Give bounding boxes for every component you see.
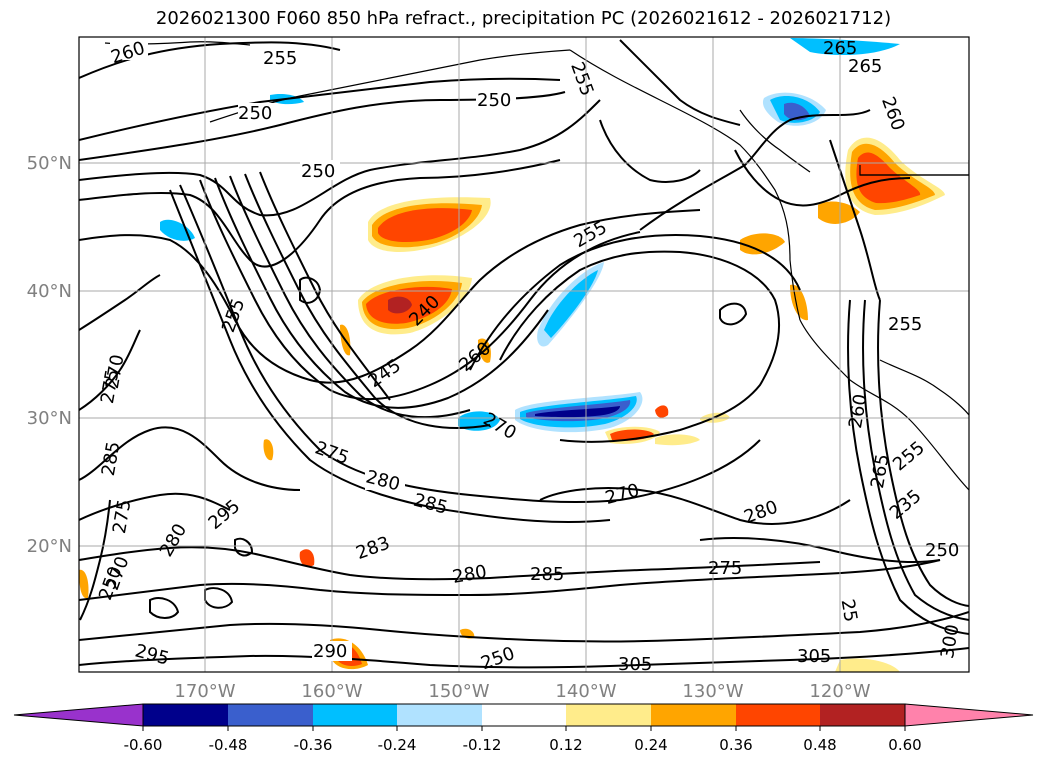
lat-label-40n: 40°N [27, 281, 72, 302]
colorbar-segment [736, 704, 820, 726]
lat-label-30n: 30°N [27, 408, 72, 429]
coastlines [104, 41, 969, 491]
latitude-labels: 50°N 40°N 30°N 20°N [27, 153, 72, 557]
lat-label-50n: 50°N [27, 153, 72, 174]
lon-label-130w: 130°W [682, 681, 743, 702]
contour-label: 265 [848, 56, 882, 77]
colorbar-extend-high [904, 703, 1034, 727]
lon-label-140w: 140°W [555, 681, 616, 702]
contour-label: 305 [797, 646, 831, 667]
contour-label: 265 [823, 38, 857, 59]
colorbar-label: 0.24 [634, 736, 667, 754]
colorbar: -0.60 -0.48 -0.36 -0.24 -0.12 0.12 0.24 … [13, 703, 1034, 754]
colorbar-label: 0.60 [888, 736, 921, 754]
colorbar-segment [397, 704, 482, 726]
lon-label-160w: 160°W [301, 681, 362, 702]
map-title: 2026021300 F060 850 hPa refract., precip… [155, 8, 892, 29]
colorbar-label: -0.48 [209, 736, 248, 754]
contour-label: 255 [263, 48, 297, 69]
colorbar-label: -0.24 [378, 736, 417, 754]
colorbar-segment [651, 704, 736, 726]
colorbar-segment [482, 704, 566, 726]
contour-label: 250 [925, 540, 959, 561]
colorbar-extend-low [13, 703, 144, 727]
map-frame [78, 36, 970, 673]
longitude-labels: 170°W 160°W 150°W 140°W 130°W 120°W [174, 681, 870, 702]
refractivity-contours [79, 39, 969, 669]
contour-label: 275 [708, 558, 742, 579]
graticule [79, 37, 969, 672]
colorbar-label: -0.12 [463, 736, 502, 754]
colorbar-segment [566, 704, 651, 726]
colorbar-label: 0.48 [803, 736, 836, 754]
contour-label: 285 [530, 564, 564, 585]
colorbar-label: 0.36 [719, 736, 752, 754]
map-background [79, 37, 969, 672]
contour-label: 290 [313, 641, 347, 662]
colorbar-segment [313, 704, 397, 726]
contour-label: 250 [477, 90, 511, 111]
lon-label-170w: 170°W [174, 681, 235, 702]
lon-label-150w: 150°W [428, 681, 489, 702]
contour-label: 250 [301, 161, 335, 182]
lat-label-20n: 20°N [27, 536, 72, 557]
precipitation-shading [79, 38, 945, 672]
colorbar-segment [143, 704, 228, 726]
contour-label: 305 [618, 654, 652, 675]
contour-label: 255 [888, 314, 922, 335]
colorbar-label: 0.12 [549, 736, 582, 754]
contour-label: 25 [837, 597, 862, 623]
lon-label-120w: 120°W [809, 681, 870, 702]
colorbar-segment [820, 704, 905, 726]
colorbar-segment [228, 704, 313, 726]
contour-label: 250 [238, 103, 272, 124]
colorbar-label: -0.36 [294, 736, 333, 754]
colorbar-label: -0.60 [124, 736, 163, 754]
